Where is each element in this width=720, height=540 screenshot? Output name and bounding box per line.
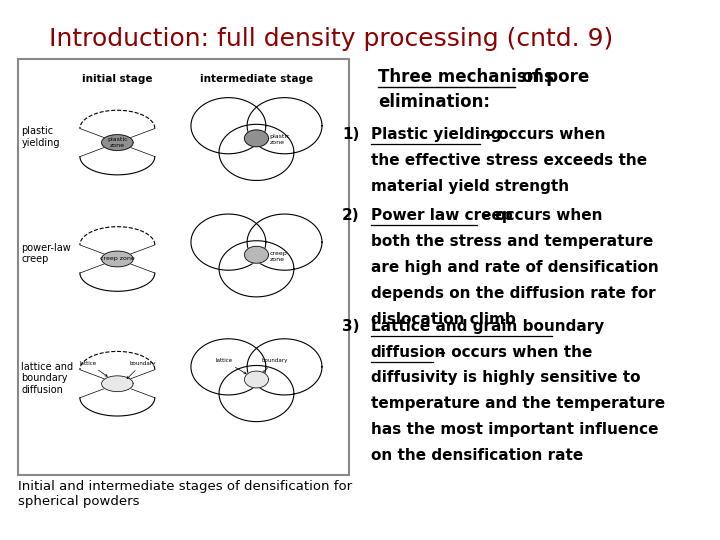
Text: dislocation climb: dislocation climb [371, 312, 516, 327]
Text: 1): 1) [342, 127, 359, 142]
Text: plastic
zone: plastic zone [107, 137, 127, 148]
Text: diffusivity is highly sensitive to: diffusivity is highly sensitive to [371, 370, 640, 386]
Polygon shape [191, 339, 266, 395]
Polygon shape [102, 376, 133, 392]
Text: Initial and intermediate stages of densification for
spherical powders: Initial and intermediate stages of densi… [18, 480, 352, 508]
Text: creep
zone: creep zone [269, 251, 287, 261]
Text: boundary: boundary [127, 361, 156, 379]
Text: plastic
yielding: plastic yielding [22, 126, 60, 148]
Polygon shape [102, 251, 133, 267]
Text: Introduction: full density processing (cntd. 9): Introduction: full density processing (c… [49, 27, 613, 51]
Text: lattice: lattice [80, 361, 107, 376]
Polygon shape [247, 98, 322, 154]
Text: boundary: boundary [261, 358, 288, 373]
Text: on the densification rate: on the densification rate [371, 448, 583, 463]
Text: 2): 2) [342, 208, 359, 223]
Polygon shape [247, 339, 322, 395]
Text: Three mechanisms: Three mechanisms [378, 68, 554, 85]
Text: 3): 3) [342, 319, 359, 334]
Text: intermediate stage: intermediate stage [200, 74, 313, 84]
Text: – occurs when the: – occurs when the [433, 345, 592, 360]
Polygon shape [247, 214, 322, 270]
Text: lattice and
boundary
diffusion: lattice and boundary diffusion [22, 362, 73, 395]
Bar [18, 59, 349, 475]
Text: plastic
zone: plastic zone [269, 134, 290, 145]
Text: both the stress and temperature: both the stress and temperature [371, 234, 653, 249]
Text: – occurs when: – occurs when [477, 208, 603, 223]
Text: diffusion: diffusion [371, 345, 446, 360]
Text: – occurs when: – occurs when [480, 127, 606, 142]
Polygon shape [191, 214, 266, 270]
Text: elimination:: elimination: [378, 93, 490, 111]
Polygon shape [191, 98, 266, 154]
Text: Power law creep: Power law creep [371, 208, 513, 223]
Text: material yield strength: material yield strength [371, 179, 569, 194]
Polygon shape [219, 241, 294, 297]
Text: initial stage: initial stage [82, 74, 153, 84]
Text: has the most important influence: has the most important influence [371, 422, 658, 437]
Text: Plastic yielding: Plastic yielding [371, 127, 501, 142]
Polygon shape [102, 134, 133, 151]
Text: Lattice and grain boundary: Lattice and grain boundary [371, 319, 604, 334]
Text: temperature and the temperature: temperature and the temperature [371, 396, 665, 411]
Polygon shape [219, 366, 294, 422]
Polygon shape [219, 124, 294, 180]
Text: of pore: of pore [516, 68, 590, 85]
Text: the effective stress exceeds the: the effective stress exceeds the [371, 153, 647, 168]
Text: lattice: lattice [215, 358, 246, 374]
Polygon shape [245, 246, 269, 263]
Text: creep zone: creep zone [100, 256, 135, 261]
Polygon shape [245, 130, 269, 147]
Text: power-law
creep: power-law creep [22, 243, 71, 265]
Polygon shape [245, 371, 269, 388]
Text: are high and rate of densification: are high and rate of densification [371, 260, 659, 275]
Text: depends on the diffusion rate for: depends on the diffusion rate for [371, 286, 655, 301]
